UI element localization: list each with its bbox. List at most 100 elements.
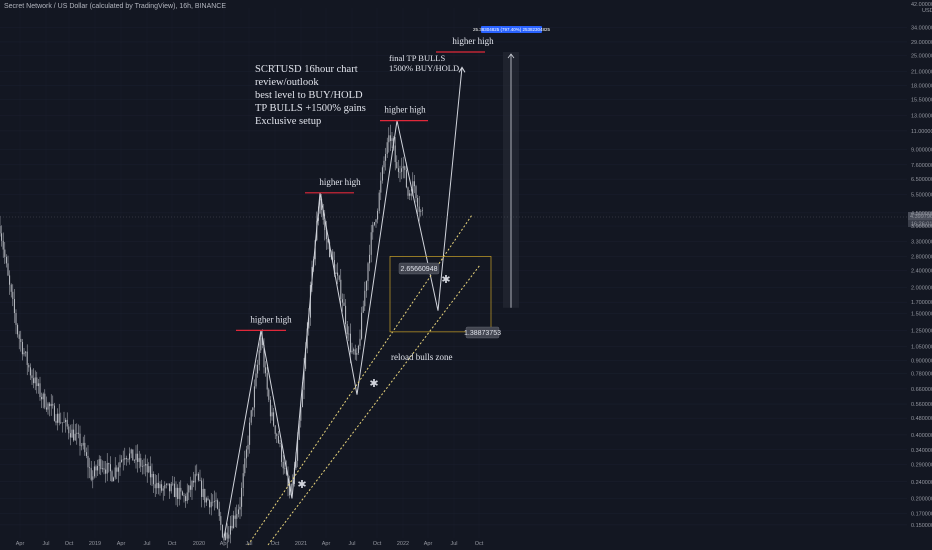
candle-body [273,412,275,426]
candle-body [409,193,411,196]
candle-body [204,488,206,503]
candle-body [324,219,326,231]
candle-body [121,459,123,463]
candle-body [116,467,118,472]
candle-body [50,403,52,407]
candle-body [338,275,340,280]
candle-body [250,410,252,423]
x-tick-label: Jul [245,541,252,547]
y-tick-label: 0.1500000 [911,523,932,529]
candle-body [401,168,403,172]
x-tick-label: Jul [143,541,150,547]
candle-body [89,467,91,469]
candle-body [226,532,228,539]
candle-body [297,439,299,461]
candle-body [380,180,382,193]
support-trendline [267,264,481,546]
candlestick-series [0,124,423,549]
higher-high-label: higher high [384,105,426,115]
candle-body [61,422,63,424]
candle-body [165,484,167,486]
candle-body [359,338,361,346]
y-tick-label: 0.4000000 [911,433,932,439]
candle-body [125,457,127,460]
candle-body [290,483,292,496]
y-tick-label: 7.6000000 [911,163,932,169]
candle-body [7,263,9,276]
y-tick-label: 0.2400000 [911,480,932,486]
candle-body [47,403,49,410]
candle-body [157,482,159,489]
candle-body [57,413,59,423]
current-price-badge [908,212,932,220]
y-tick-label: 2.4000000 [911,269,932,275]
y-tick-label: 29.0000000 [911,40,932,46]
candle-body [113,477,115,482]
candle-body [66,419,68,427]
candle-body [132,449,134,461]
chart-title: Secret Network / US Dollar (calculated b… [4,3,227,10]
candle-body [13,299,15,313]
candle-body [412,181,414,196]
candle-body [111,471,113,482]
candle-body [383,160,385,168]
y-tick-label: 0.4800000 [911,416,932,422]
candle-body [369,254,371,264]
time-axis[interactable]: Apr Jul Oct 2019 Apr Jul Oct 2020 Apr Jul Oct 2021 A… [16,541,484,547]
candle-body [98,459,100,466]
candle-body [202,488,204,497]
candle-body [255,373,257,387]
reload-zone-label: reload bulls zone [391,352,452,362]
x-tick-label: Jul [450,541,457,547]
candle-body [17,324,19,335]
y-tick-label: 0.5600000 [911,402,932,408]
candle-body [361,312,363,339]
candle-body [415,186,417,198]
candle-body [129,453,131,460]
price-axis[interactable]: 42.0000000USD 34.0000000 29.0000000 25.0000… [911,2,932,529]
x-tick-label: Jul [42,541,49,547]
candle-body [68,426,70,434]
candle-body [159,484,161,489]
candle-body [417,197,419,207]
candle-body [108,463,110,465]
candle-body [100,459,102,470]
candle-body [1,233,3,241]
candle-body [268,389,270,400]
y-tick-label: 0.9000000 [911,359,932,365]
candle-body [21,341,23,355]
candle-body [188,485,190,493]
setup-annotation-line: Exclusive setup [255,116,321,127]
candle-body [209,500,211,508]
candle-body [156,482,158,489]
candle-body [420,210,422,212]
candle-body [281,443,283,462]
candle-body [325,230,327,240]
drawing-overlays [0,26,932,546]
candle-body [84,442,86,453]
touch-point-icon: ✱ [441,273,450,286]
candle-body [220,516,222,525]
candle-body [133,460,135,461]
candle-body [413,181,415,187]
candle-body [357,345,359,354]
candle-body [279,442,281,444]
candle-body [300,406,302,421]
candle-body [149,466,151,478]
y-tick-label: 6.5000000 [911,177,932,183]
candle-body [189,485,191,490]
x-tick-label: 2021 [295,541,307,547]
candle-body [81,445,83,447]
candle-body [41,396,43,400]
candle-body [28,364,30,368]
y-unit-label: USD [922,8,932,14]
candle-body [117,467,119,472]
upper-price-tag: 2.65660948 [401,266,438,273]
candle-body [378,192,380,211]
candle-body [153,473,155,485]
candle-body [388,135,390,143]
candle-body [180,487,182,492]
x-tick-label: Apr [220,541,229,547]
candle-body [372,224,374,233]
